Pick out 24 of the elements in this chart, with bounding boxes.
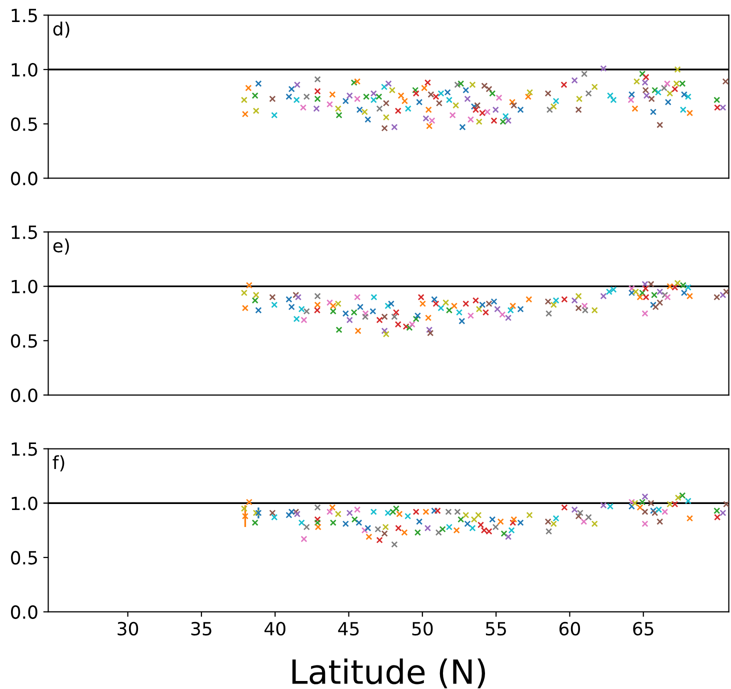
- y-tick-label: 1.5: [12, 442, 37, 456]
- x-tick-label: 55: [486, 622, 506, 636]
- y-tick-label: 1.5: [12, 8, 37, 22]
- y-tick-label: 0.5: [11, 550, 37, 565]
- x-tick-label: 65: [633, 622, 654, 636]
- x-tick-label: 50: [412, 622, 433, 636]
- x-tick-label: 40: [264, 622, 286, 636]
- annotation: f): [52, 455, 64, 472]
- x-axis-title: Latitude (N): [292, 658, 486, 688]
- x-tick-label: 45: [338, 622, 359, 636]
- y-tick-label: 1.0: [12, 496, 38, 510]
- y-tick-label: 0.5: [11, 117, 37, 131]
- y-tick-label: 1.0: [12, 62, 38, 77]
- y-tick-label: 0.0: [11, 172, 38, 186]
- y-tick-label: 0.5: [11, 334, 37, 348]
- x-tick-label: 60: [559, 622, 580, 636]
- annotation: e): [53, 238, 69, 255]
- y-tick-label: 0.0: [11, 388, 38, 402]
- x-tick-label: 35: [191, 622, 212, 636]
- x-tick-label: 30: [118, 622, 138, 636]
- y-tick-label: 0.0: [11, 605, 38, 619]
- y-tick-label: 1.5: [12, 226, 37, 240]
- y-tick-label: 1.0: [12, 280, 38, 294]
- annotation: d): [53, 22, 70, 38]
